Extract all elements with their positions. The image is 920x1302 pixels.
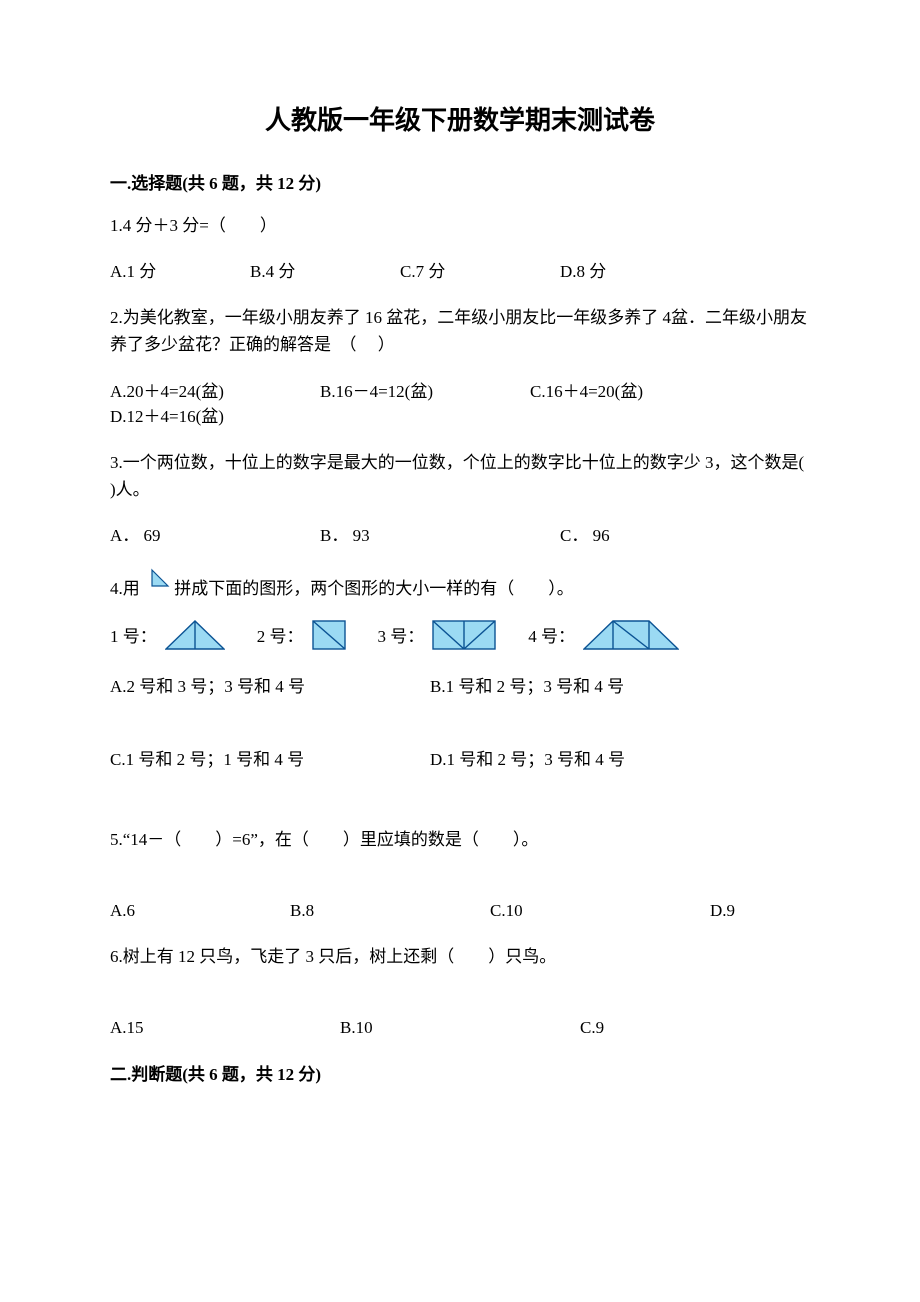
q5-opt-d: D.9 — [710, 901, 735, 921]
q5-opt-b: B.8 — [290, 901, 490, 921]
q6-opt-a: A.15 — [110, 1018, 340, 1038]
q4-text: 4.用 拼成下面的图形，两个图形的大小一样的有（ ）。 — [110, 568, 810, 602]
q1-opt-c: C.7 分 — [400, 257, 560, 282]
q4-opt-d: D.1 号和 2 号；3 号和 4 号 — [430, 745, 625, 770]
q4-options-row2: C.1 号和 2 号；1 号和 4 号 D.1 号和 2 号；3 号和 4 号 — [110, 745, 810, 770]
q2-opt-a: A.20＋4=24(盆) — [110, 377, 320, 402]
q4-options-row1: A.2 号和 3 号；3 号和 4 号 B.1 号和 2 号；3 号和 4 号 — [110, 672, 810, 697]
q3-opt-a: A． 69 — [110, 521, 320, 546]
q2-opt-d: D.12＋4=16(盆) — [110, 402, 224, 427]
shape3-icon — [432, 620, 496, 650]
q2-opt-b: B.16－4=12(盆) — [320, 377, 530, 402]
q4-opt-a: A.2 号和 3 号；3 号和 4 号 — [110, 672, 430, 697]
q3-opt-b: B． 93 — [320, 521, 560, 546]
shape2-label: 2 号： — [257, 622, 304, 647]
q4-shapes-row: 1 号： 2 号： 3 号： 4 号： — [110, 620, 810, 650]
q2-text: 2.为美化教室，一年级小朋友养了 16 盆花，二年级小朋友比一年级多养了 4盆．… — [110, 304, 810, 358]
q1-options: A.1 分 B.4 分 C.7 分 D.8 分 — [110, 257, 810, 282]
q6-opt-c: C.9 — [580, 1018, 604, 1038]
shape3-label: 3 号： — [378, 622, 425, 647]
q3-options: A． 69 B． 93 C． 96 — [110, 521, 810, 546]
q5-text: 5.“14－（ ）=6”，在（ ）里应填的数是（ ）。 — [110, 826, 810, 853]
q6-text: 6.树上有 12 只鸟，飞走了 3 只后，树上还剩（ ）只鸟。 — [110, 943, 810, 970]
q5-opt-a: A.6 — [110, 901, 290, 921]
q4-suffix: 拼成下面的图形，两个图形的大小一样的有（ ）。 — [174, 579, 574, 598]
shape1-icon — [165, 620, 225, 650]
q4-opt-b: B.1 号和 2 号；3 号和 4 号 — [430, 672, 624, 697]
q1-opt-a: A.1 分 — [110, 257, 250, 282]
q4-prefix: 4.用 — [110, 579, 140, 598]
q5-opt-c: C.10 — [490, 901, 710, 921]
shape4-label: 4 号： — [528, 622, 575, 647]
q6-opt-b: B.10 — [340, 1018, 580, 1038]
q1-text: 1.4 分＋3 分=（ ） — [110, 212, 810, 239]
section2-header: 二.判断题(共 6 题，共 12 分) — [110, 1060, 810, 1085]
q4-opt-c: C.1 号和 2 号；1 号和 4 号 — [110, 745, 430, 770]
section1-header: 一.选择题(共 6 题，共 12 分) — [110, 169, 810, 194]
q3-text: 3.一个两位数，十位上的数字是最大的一位数，个位上的数字比十位上的数字少 3，这… — [110, 449, 810, 503]
shape1-label: 1 号： — [110, 622, 157, 647]
q2-opt-c: C.16＋4=20(盆) — [530, 377, 730, 402]
q2-options: A.20＋4=24(盆) B.16－4=12(盆) C.16＋4=20(盆) D… — [110, 377, 810, 427]
small-triangle-icon — [150, 568, 170, 602]
page-title: 人教版一年级下册数学期末测试卷 — [110, 100, 810, 137]
shape4-icon — [583, 620, 679, 650]
q6-options: A.15 B.10 C.9 — [110, 1018, 810, 1038]
q1-opt-b: B.4 分 — [250, 257, 400, 282]
q1-opt-d: D.8 分 — [560, 257, 606, 282]
q5-options: A.6 B.8 C.10 D.9 — [110, 901, 810, 921]
q3-opt-c: C． 96 — [560, 521, 610, 546]
shape2-icon — [312, 620, 346, 650]
